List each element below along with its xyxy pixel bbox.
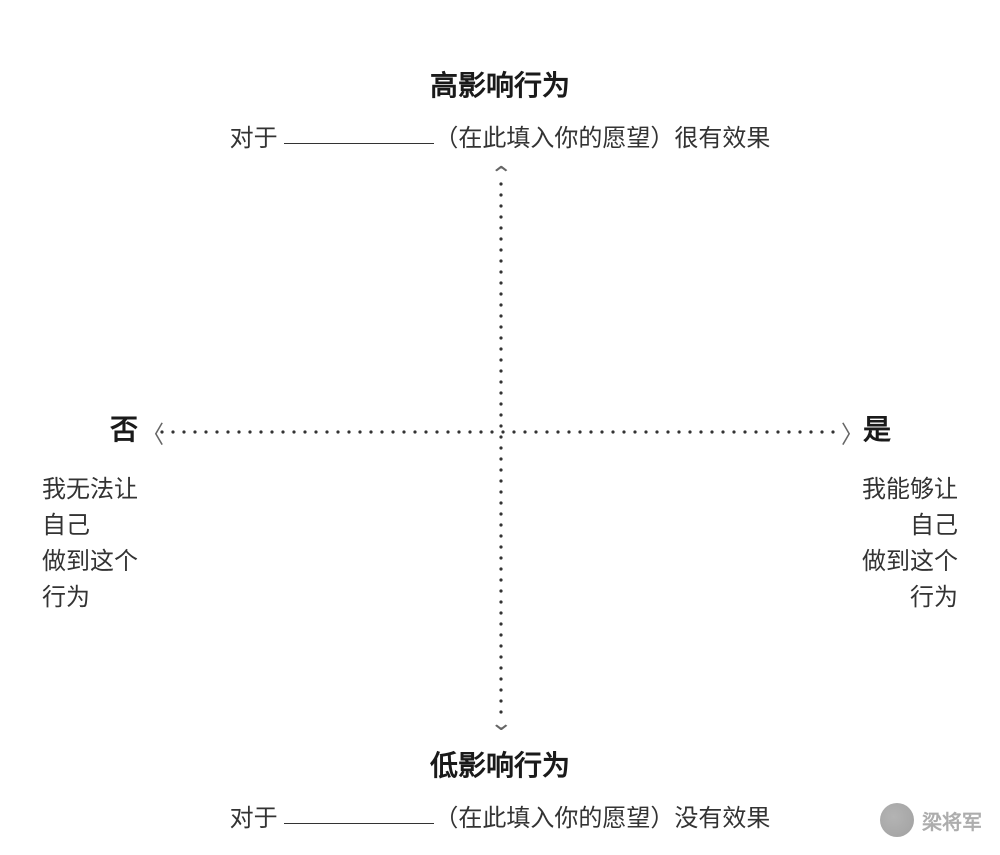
watermark-avatar-icon (880, 803, 914, 837)
quadrant-diagram: 高影响行为 对于 （在此填入你的愿望）很有效果 低影响行为 对于 （在此填入你的… (0, 0, 1000, 855)
arrow-right-icon: 〉 (841, 415, 863, 450)
arrow-down-icon: ⌄ (489, 710, 513, 736)
watermark-text: 梁将军 (922, 806, 982, 835)
arrow-left-icon: 〈 (142, 415, 164, 450)
watermark: 梁将军 (880, 803, 982, 837)
arrow-up-icon: ⌃ (489, 162, 513, 188)
